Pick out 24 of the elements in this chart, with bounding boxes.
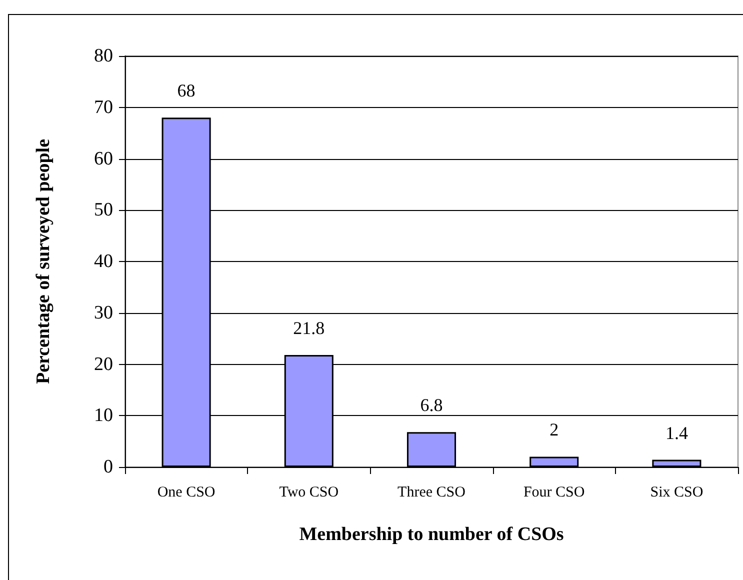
y-tick-label: 30 [94,302,113,324]
y-tick-label: 60 [94,148,113,170]
y-tick-label: 80 [94,46,113,66]
bar [652,460,702,467]
y-tick-label: 40 [94,251,113,272]
data-label: 6.8 [420,395,443,416]
bar [406,432,456,467]
data-label: 1.4 [665,422,688,443]
data-label: 21.8 [293,318,325,338]
data-label: 68 [177,80,196,101]
y-tick-label: 0 [104,456,113,478]
y-tick-label: 20 [94,354,113,375]
y-tick-label: 10 [94,405,113,426]
x-tick-label: Six CSO [650,484,704,500]
data-label: 2 [550,420,559,440]
x-tick-label: One CSO [157,484,216,500]
x-axis-title: Membership to number of CSOs [299,524,564,545]
y-axis-title: Percentage of surveyed people [33,138,54,384]
x-tick-label: Three CSO [398,484,466,500]
y-tick-label: 50 [94,200,113,221]
x-tick-label: Four CSO [523,484,585,500]
bar [530,456,579,467]
x-tick-label: Two CSO [279,484,339,500]
y-tick-label: 70 [94,96,113,118]
